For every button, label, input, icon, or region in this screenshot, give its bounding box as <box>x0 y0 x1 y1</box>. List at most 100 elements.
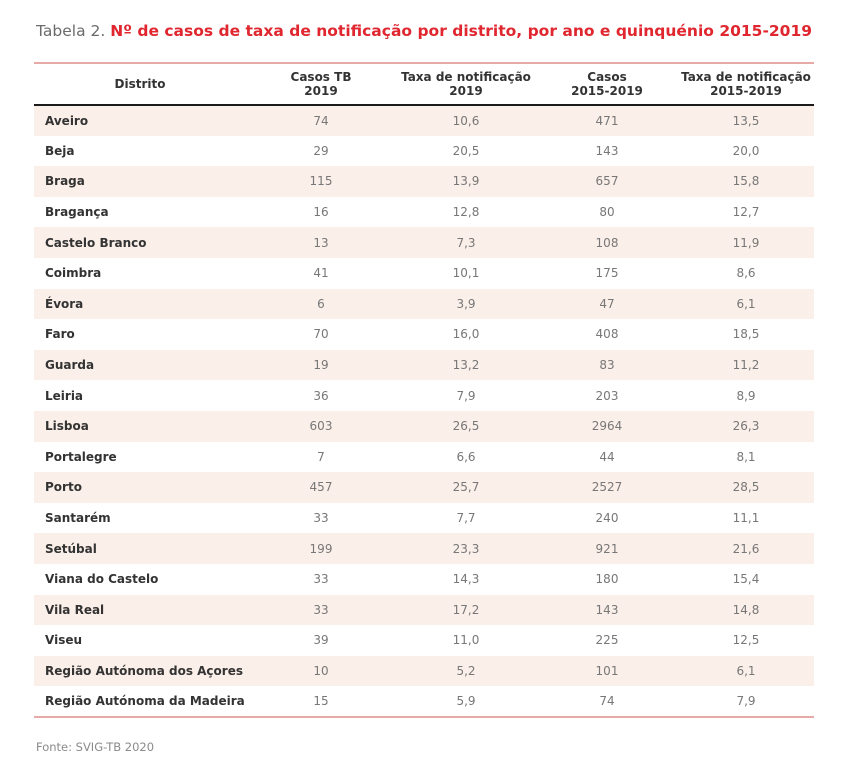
header-distrito: Distrito <box>34 62 246 106</box>
header-label: Distrito <box>114 77 166 91</box>
header-label: Taxa de notificação <box>681 70 811 84</box>
rate-2019-cell: 7,9 <box>456 388 476 403</box>
header-taxa-2015-2019: Taxa de notificação 2015-2019 <box>678 62 814 106</box>
cases-2015-2019-cell: 657 <box>595 174 619 189</box>
rate-2015-2019-cell: 12,5 <box>732 633 760 648</box>
cases-2015-2019-cell: 240 <box>595 511 619 526</box>
rate-2019-cell: 14,3 <box>452 572 480 587</box>
cases-2015-2019-cell: 2527 <box>591 480 623 495</box>
rate-2019-cell: 7,3 <box>456 235 476 250</box>
cases-2015-2019-cell: 175 <box>595 266 619 281</box>
rate-2015-2019-cell: 8,9 <box>736 388 756 403</box>
district-name-cell: Porto <box>45 480 82 495</box>
cases-2019-cell: 41 <box>313 266 329 281</box>
district-name-cell: Região Autónoma dos Açores <box>45 663 243 678</box>
cases-2019-cell: 15 <box>246 686 396 718</box>
rate-2015-2019-cell: 13,5 <box>732 113 760 128</box>
cases-2019-cell: 10 <box>313 663 329 678</box>
rate-2015-2019-cell: 26,3 <box>732 419 760 434</box>
cases-2015-2019-cell: 143 <box>595 602 619 617</box>
rate-2015-2019-cell: 14,8 <box>732 602 760 617</box>
cases-2019-cell: 7 <box>317 449 325 464</box>
table-caption: Tabela 2. Nº de casos de taxa de notific… <box>36 22 812 40</box>
rate-2019-cell: 10,1 <box>452 266 480 281</box>
rate-2015-2019-cell: 6,1 <box>736 663 756 678</box>
district-table: Distrito Casos TB 2019 Taxa de notificação 2… <box>34 62 814 718</box>
rate-2015-2019-cell: 20,0 <box>732 143 760 158</box>
rate-2019-cell: 7,7 <box>456 511 476 526</box>
table-body: Aveiro 74 10,6 471 13,5 Beja 29 20,5 143 20,0 Brag… <box>34 105 814 718</box>
cases-2015-2019-cell: 44 <box>599 449 615 464</box>
table-header: Distrito Casos TB 2019 Taxa de notificação 2… <box>34 62 814 106</box>
cases-2019-cell: 36 <box>313 388 329 403</box>
rate-2019-cell: 11,0 <box>452 633 480 648</box>
rate-2019-cell: 3,9 <box>456 296 476 311</box>
rate-2015-2019-cell: 11,1 <box>732 511 760 526</box>
rate-2015-2019-cell: 15,4 <box>732 572 760 587</box>
table-row: Guarda 19 13,2 83 11,2 <box>34 349 814 381</box>
table-row: Coimbra 41 10,1 175 8,6 <box>34 258 814 289</box>
cases-2019-cell: 115 <box>309 174 333 189</box>
cases-2019-cell: 33 <box>313 602 329 617</box>
rate-2019-cell: 6,6 <box>456 449 476 464</box>
table-row: Santarém 33 7,7 240 11,1 <box>34 503 814 534</box>
table-row: Vila Real 33 17,2 143 14,8 <box>34 594 814 626</box>
cases-2015-2019-cell: 203 <box>595 388 619 403</box>
district-name-cell: Castelo Branco <box>45 235 147 250</box>
header-label: 2015-2019 <box>571 84 643 98</box>
rate-2019-cell: 25,7 <box>452 480 480 495</box>
cases-2019-cell: 33 <box>313 511 329 526</box>
header-label: 2019 <box>449 84 483 98</box>
cases-2015-2019-cell: 108 <box>595 235 619 250</box>
cases-2019-cell: 13 <box>313 235 329 250</box>
rate-2019-cell: 17,2 <box>452 602 480 617</box>
table-row: Lisboa 603 26,5 2964 26,3 <box>34 410 814 442</box>
header-label: Casos <box>587 70 627 84</box>
table-container: Distrito Casos TB 2019 Taxa de notificação 2… <box>34 62 814 718</box>
cases-2019-cell: 19 <box>313 358 329 373</box>
table-row: Setúbal 199 23,3 921 21,6 <box>34 533 814 564</box>
rate-2015-2019-cell: 15,8 <box>732 174 760 189</box>
table-row: Braga 115 13,9 657 15,8 <box>34 166 814 197</box>
rate-2019-cell: 12,8 <box>452 205 480 220</box>
rate-2019-cell: 20,5 <box>452 143 480 158</box>
caption-title: Nº de casos de taxa de notificação por d… <box>110 22 813 40</box>
rate-2019-cell: 26,5 <box>452 419 480 434</box>
table-row: Bragança 16 12,8 80 12,7 <box>34 197 814 228</box>
cases-2015-2019-cell: 47 <box>599 296 615 311</box>
district-name-cell: Santarém <box>45 511 111 526</box>
cases-2019-cell: 39 <box>313 633 329 648</box>
district-name-cell: Viseu <box>45 633 83 648</box>
header-label: Taxa de notificação <box>401 70 531 84</box>
table-row: Évora 6 3,9 47 6,1 <box>34 288 814 320</box>
header-label: 2015-2019 <box>710 84 782 98</box>
table-row: Faro 70 16,0 408 18,5 <box>34 319 814 350</box>
header-casos-2015-2019: Casos 2015-2019 <box>536 62 678 106</box>
cases-2015-2019-cell: 74 <box>536 686 678 718</box>
district-name-cell: Viana do Castelo <box>45 572 159 587</box>
caption-prefix: Tabela 2. <box>36 22 111 40</box>
rate-2015-2019-cell: 11,2 <box>732 358 760 373</box>
rate-2019-cell: 13,9 <box>452 174 480 189</box>
cases-2019-cell: 457 <box>309 480 333 495</box>
cases-2019-cell: 33 <box>313 572 329 587</box>
district-name-cell: Braga <box>45 174 85 189</box>
table-row: Leiria 36 7,9 203 8,9 <box>34 380 814 411</box>
header-taxa-2019: Taxa de notificação 2019 <box>396 62 536 106</box>
rate-2019-cell: 23,3 <box>452 541 480 556</box>
rate-2015-2019-cell: 21,6 <box>732 541 760 556</box>
district-name-cell: Setúbal <box>45 541 97 556</box>
rate-2019-cell: 16,0 <box>452 327 480 342</box>
district-name-cell: Portalegre <box>45 449 117 464</box>
table-row: Portalegre 7 6,6 44 8,1 <box>34 442 814 473</box>
cases-2019-cell: 16 <box>313 205 329 220</box>
district-name-cell: Évora <box>45 296 84 311</box>
rate-2015-2019-cell: 12,7 <box>732 205 760 220</box>
district-name-cell: Lisboa <box>45 419 89 434</box>
rate-2015-2019-cell: 28,5 <box>732 480 760 495</box>
table-row: Viana do Castelo 33 14,3 180 15,4 <box>34 564 814 595</box>
cases-2015-2019-cell: 180 <box>595 572 619 587</box>
cases-2019-cell: 199 <box>309 541 333 556</box>
table-row: Região Autónoma dos Açores 10 5,2 101 6,1 <box>34 655 814 687</box>
district-name-cell: Beja <box>45 143 75 158</box>
